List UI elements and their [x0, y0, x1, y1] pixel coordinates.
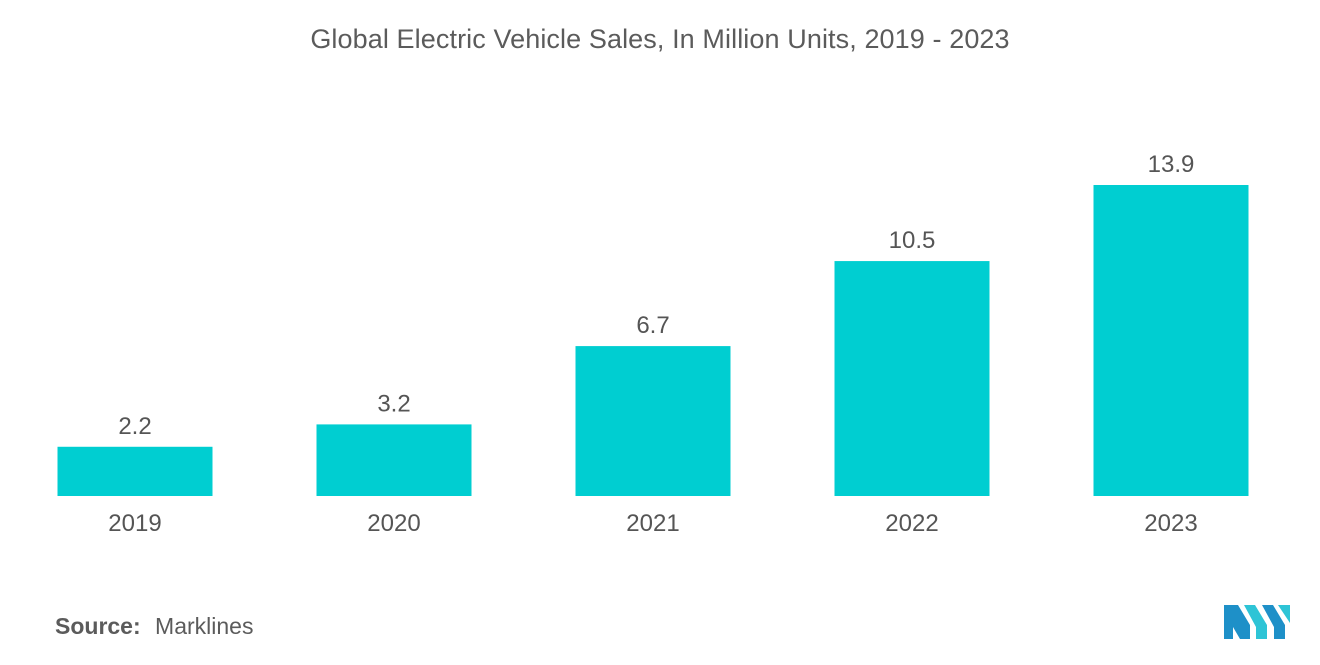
- x-tick-label-2023: 2023: [1144, 510, 1197, 537]
- bar-2021: [575, 346, 731, 496]
- bars-layer: [57, 185, 1249, 496]
- source-value: Marklines: [155, 613, 254, 639]
- bar-2023: [1093, 185, 1249, 496]
- data-label-2023: 13.9: [1148, 151, 1195, 178]
- data-label-2020: 3.2: [377, 390, 410, 417]
- x-tick-label-2019: 2019: [108, 510, 161, 537]
- x-axis-tick-labels: 2019 2020 2021 2022 2023: [108, 510, 1197, 537]
- x-tick-label-2020: 2020: [367, 510, 420, 537]
- data-label-2022: 10.5: [889, 227, 936, 254]
- data-labels-layer: 2.2 3.2 6.7 10.5 13.9: [118, 151, 1194, 440]
- chart-title: Global Electric Vehicle Sales, In Millio…: [310, 24, 1010, 54]
- mordor-intelligence-logo-icon: [1224, 605, 1290, 639]
- source-label: Source:: [55, 613, 141, 639]
- bar-2020: [316, 424, 472, 496]
- bar-2019: [57, 446, 213, 496]
- source-note: Source: Marklines: [55, 613, 253, 640]
- data-label-2021: 6.7: [636, 312, 669, 339]
- data-label-2019: 2.2: [118, 413, 151, 440]
- bar-2022: [834, 261, 990, 496]
- x-tick-label-2021: 2021: [626, 510, 679, 537]
- x-tick-label-2022: 2022: [885, 510, 938, 537]
